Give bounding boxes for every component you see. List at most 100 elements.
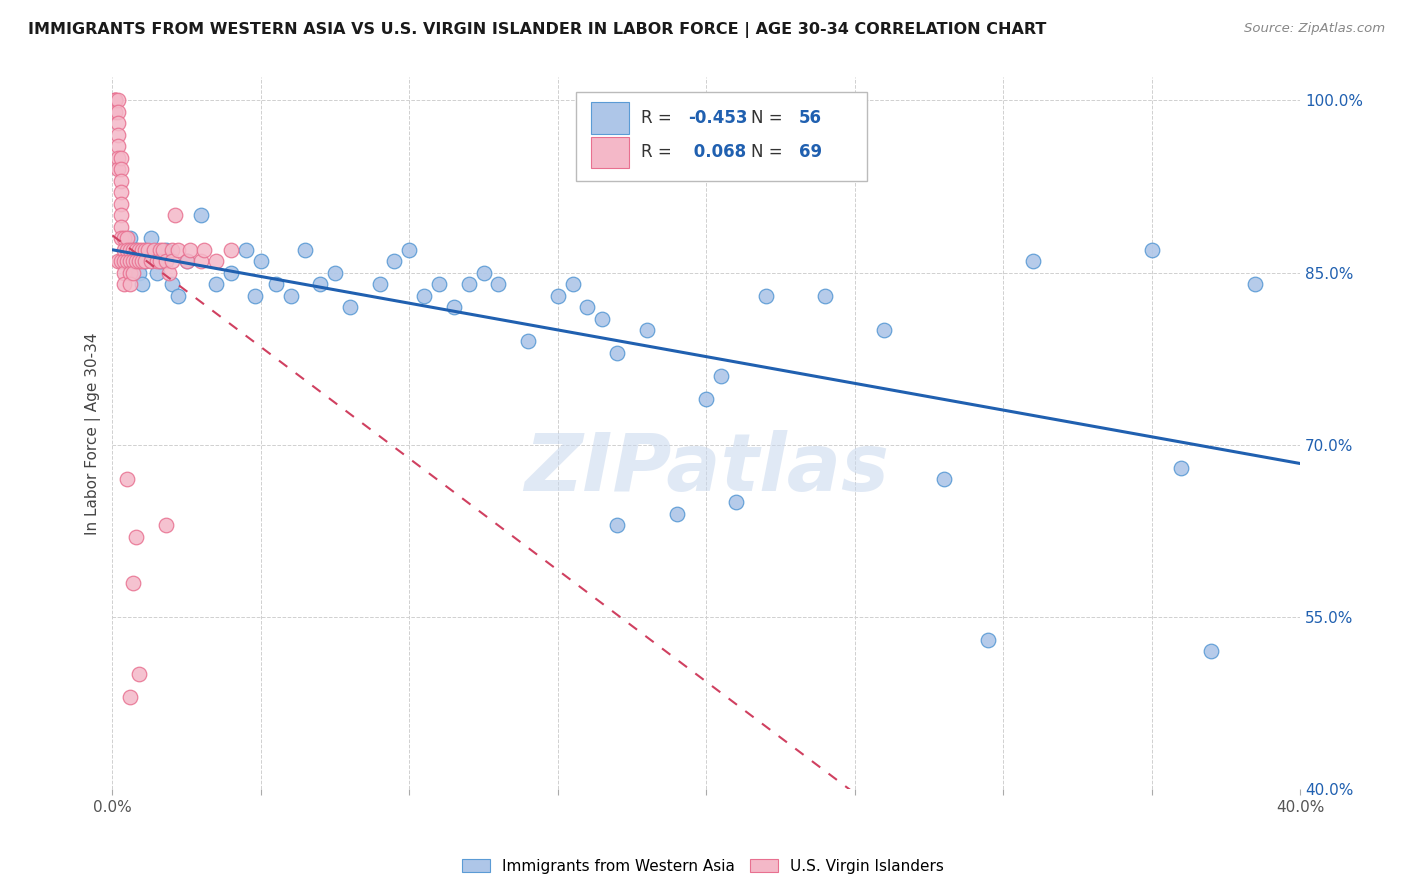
Point <box>125 530 148 544</box>
Point <box>219 266 242 280</box>
Point <box>110 162 132 177</box>
Point <box>107 139 129 153</box>
Point <box>134 254 156 268</box>
Point <box>107 104 129 119</box>
Point <box>107 151 129 165</box>
Point <box>368 277 391 291</box>
Point <box>104 94 127 108</box>
Point <box>695 392 717 406</box>
Point <box>155 518 177 533</box>
Point <box>146 254 169 268</box>
Point <box>636 323 658 337</box>
Point <box>205 277 228 291</box>
Point <box>104 94 127 108</box>
Point <box>139 231 162 245</box>
Point <box>219 243 242 257</box>
Point <box>120 277 142 291</box>
Text: ZIPatlas: ZIPatlas <box>523 430 889 508</box>
Point <box>107 94 129 108</box>
Point <box>128 667 150 681</box>
Point <box>384 254 406 268</box>
Point <box>472 266 495 280</box>
Point <box>120 254 142 268</box>
FancyBboxPatch shape <box>575 92 866 181</box>
Point <box>128 266 150 280</box>
Text: IMMIGRANTS FROM WESTERN ASIA VS U.S. VIRGIN ISLANDER IN LABOR FORCE | AGE 30-34 : IMMIGRANTS FROM WESTERN ASIA VS U.S. VIR… <box>28 22 1046 38</box>
Point <box>190 208 212 222</box>
Point <box>814 288 837 302</box>
Text: R =: R = <box>641 109 676 127</box>
Text: Source: ZipAtlas.com: Source: ZipAtlas.com <box>1244 22 1385 36</box>
Point <box>117 243 139 257</box>
Point <box>977 632 1000 647</box>
Point <box>160 254 183 268</box>
Text: R =: R = <box>641 144 676 161</box>
Point <box>110 219 132 234</box>
Point <box>110 174 132 188</box>
Point <box>665 507 688 521</box>
Point <box>122 266 145 280</box>
Point <box>112 277 135 291</box>
Point <box>250 254 273 268</box>
Point <box>166 288 188 302</box>
Point <box>710 368 733 383</box>
Point <box>427 277 450 291</box>
Point <box>280 288 302 302</box>
Point <box>724 495 747 509</box>
Point <box>576 300 599 314</box>
Point <box>163 208 186 222</box>
Text: 69: 69 <box>799 144 823 161</box>
Point <box>606 518 628 533</box>
Point <box>149 254 172 268</box>
Point <box>112 254 135 268</box>
Point <box>128 254 150 268</box>
Point <box>149 243 172 257</box>
Y-axis label: In Labor Force | Age 30-34: In Labor Force | Age 30-34 <box>86 332 101 534</box>
Point <box>122 254 145 268</box>
Point <box>107 254 129 268</box>
Point <box>235 243 257 257</box>
Text: -0.453: -0.453 <box>689 109 748 127</box>
Point <box>120 266 142 280</box>
Point <box>323 266 346 280</box>
Point <box>873 323 896 337</box>
Point <box>110 208 132 222</box>
Point <box>131 243 153 257</box>
Point <box>179 243 201 257</box>
Point <box>755 288 778 302</box>
Point <box>104 104 127 119</box>
Point <box>932 472 955 486</box>
Legend: Immigrants from Western Asia, U.S. Virgin Islanders: Immigrants from Western Asia, U.S. Virgi… <box>456 853 950 880</box>
Point <box>131 254 153 268</box>
Point <box>136 243 159 257</box>
Point <box>152 243 174 257</box>
Point <box>339 300 361 314</box>
Point <box>443 300 465 314</box>
Point <box>1022 254 1045 268</box>
Point <box>104 94 127 108</box>
Point <box>1170 460 1192 475</box>
Point <box>110 196 132 211</box>
Point <box>112 243 135 257</box>
Point <box>157 266 180 280</box>
Point <box>149 254 172 268</box>
Point <box>176 254 198 268</box>
Point <box>243 288 266 302</box>
Point <box>264 277 287 291</box>
Point <box>107 128 129 142</box>
Point <box>591 311 613 326</box>
Point <box>160 243 183 257</box>
Point <box>125 243 148 257</box>
Point <box>125 254 148 268</box>
Point <box>1244 277 1267 291</box>
Point <box>486 277 509 291</box>
Point <box>134 254 156 268</box>
Point <box>166 243 188 257</box>
Point <box>143 243 166 257</box>
Point <box>139 254 162 268</box>
FancyBboxPatch shape <box>591 103 628 134</box>
Point <box>131 277 153 291</box>
Point <box>606 346 628 360</box>
Point <box>190 254 212 268</box>
Point <box>122 243 145 257</box>
